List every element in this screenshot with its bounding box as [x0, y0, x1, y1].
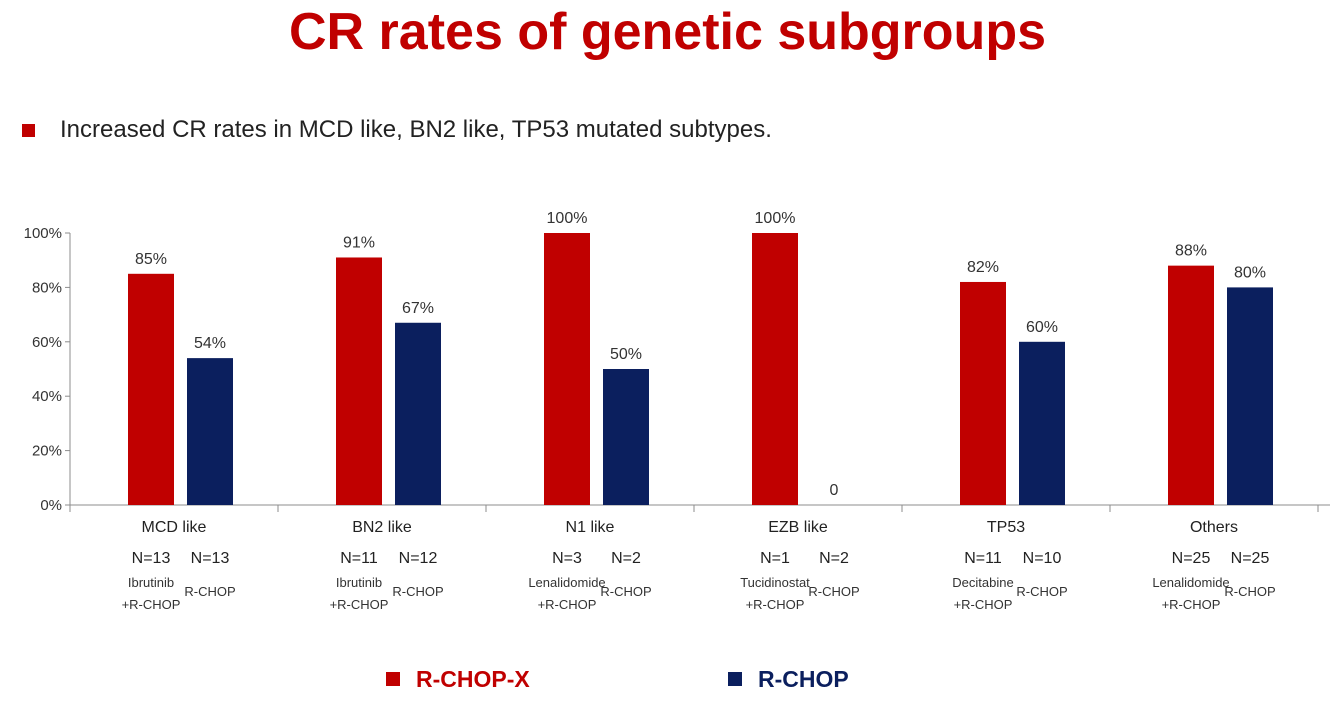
- y-tick-label: 80%: [32, 279, 62, 296]
- y-tick-label: 40%: [32, 388, 62, 405]
- bar-n1-like-rchopx: [544, 233, 590, 505]
- bullet-square-icon: [22, 123, 35, 137]
- treatment-label-bn2-like-line2: +R-CHOP: [330, 597, 389, 612]
- legend-label-rchop: R-CHOP: [758, 665, 849, 692]
- treatment-label-mcd-like-rchop: R-CHOP: [184, 584, 235, 599]
- data-label-others-rchop: 80%: [1234, 264, 1266, 281]
- data-label-n1-like-rchop: 50%: [610, 346, 642, 363]
- bar-tp53-rchop: [1019, 341, 1065, 505]
- data-label-ezb-like-rchopx: 100%: [755, 210, 796, 227]
- treatment-label-ezb-like-line2: +R-CHOP: [746, 597, 805, 612]
- category-label-mcd-like: MCD like: [142, 519, 207, 536]
- category-label-others: Others: [1190, 519, 1238, 536]
- slide-title: CR rates of genetic subgroups: [289, 3, 1046, 61]
- n-label-tp53-rchopx: N=11: [964, 550, 1002, 567]
- y-tick-label: 20%: [32, 443, 62, 460]
- bar-mcd-like-rchop: [187, 358, 233, 505]
- treatment-label-ezb-like-rchop: R-CHOP: [808, 584, 859, 599]
- treatment-label-n1-like-rchop: R-CHOP: [600, 584, 651, 599]
- legend-swatch-rchop: [728, 672, 742, 686]
- data-label-mcd-like-rchop: 54%: [194, 335, 226, 352]
- bar-mcd-like-rchopx: [128, 273, 174, 505]
- n-label-ezb-like-rchop: N=2: [819, 550, 849, 567]
- treatment-label-others-line2: +R-CHOP: [1162, 597, 1221, 612]
- n-label-others-rchop: N=25: [1231, 550, 1270, 567]
- n-label-mcd-like-rchop: N=13: [191, 550, 230, 567]
- bar-others-rchop: [1227, 287, 1273, 505]
- bar-tp53-rchopx: [960, 281, 1006, 505]
- n-label-tp53-rchop: N=10: [1023, 550, 1062, 567]
- legend-swatch-rchopx: [386, 672, 400, 686]
- bar-n1-like-rchop: [603, 369, 649, 505]
- y-tick-label: 0%: [40, 497, 62, 514]
- treatment-label-mcd-like-line1: Ibrutinib: [128, 575, 174, 590]
- n-label-others-rchopx: N=25: [1172, 550, 1211, 567]
- treatment-label-others-rchop: R-CHOP: [1224, 584, 1275, 599]
- data-label-bn2-like-rchop: 67%: [402, 300, 434, 317]
- bullet-point: Increased CR rates in MCD like, BN2 like…: [22, 112, 772, 148]
- treatment-label-n1-like-line1: Lenalidomide: [528, 575, 605, 590]
- n-label-ezb-like-rchopx: N=1: [760, 550, 790, 567]
- data-label-bn2-like-rchopx: 91%: [343, 234, 375, 251]
- bar-ezb-like-rchopx: [752, 233, 798, 505]
- category-label-ezb-like: EZB like: [768, 519, 828, 536]
- data-label-mcd-like-rchopx: 85%: [135, 251, 167, 268]
- treatment-label-ezb-like-line1: Tucidinostat: [740, 575, 810, 590]
- legend-item-rchop: R-CHOP: [728, 664, 849, 694]
- bullet-text: Increased CR rates in MCD like, BN2 like…: [60, 116, 772, 143]
- legend-item-rchopx: R-CHOP-X: [386, 664, 530, 694]
- treatment-label-mcd-like-line2: +R-CHOP: [122, 597, 181, 612]
- n-label-bn2-like-rchop: N=12: [399, 550, 438, 567]
- category-label-n1-like: N1 like: [566, 519, 615, 536]
- data-label-n1-like-rchopx: 100%: [547, 210, 588, 227]
- category-label-bn2-like: BN2 like: [352, 519, 412, 536]
- treatment-label-tp53-line2: +R-CHOP: [954, 597, 1013, 612]
- n-label-bn2-like-rchopx: N=11: [340, 550, 378, 567]
- n-label-mcd-like-rchopx: N=13: [132, 550, 171, 567]
- treatment-label-others-line1: Lenalidomide: [1152, 575, 1229, 590]
- y-tick-label: 60%: [32, 334, 62, 351]
- bar-bn2-like-rchopx: [336, 257, 382, 505]
- treatment-label-bn2-like-rchop: R-CHOP: [392, 584, 443, 599]
- data-label-others-rchopx: 88%: [1175, 243, 1207, 260]
- treatment-label-tp53-line1: Decitabine: [952, 575, 1013, 590]
- legend-label-rchopx: R-CHOP-X: [416, 665, 530, 692]
- treatment-label-n1-like-line2: +R-CHOP: [538, 597, 597, 612]
- bar-others-rchopx: [1168, 265, 1214, 505]
- data-label-ezb-like-rchop: 0: [830, 482, 839, 499]
- y-tick-label: 100%: [24, 225, 62, 242]
- data-label-tp53-rchopx: 82%: [967, 259, 999, 276]
- bar-bn2-like-rchop: [395, 322, 441, 505]
- data-label-tp53-rchop: 60%: [1026, 319, 1058, 336]
- treatment-label-bn2-like-line1: Ibrutinib: [336, 575, 382, 590]
- category-label-tp53: TP53: [987, 519, 1025, 536]
- n-label-n1-like-rchop: N=2: [611, 550, 641, 567]
- n-label-n1-like-rchopx: N=3: [552, 550, 582, 567]
- treatment-label-tp53-rchop: R-CHOP: [1016, 584, 1067, 599]
